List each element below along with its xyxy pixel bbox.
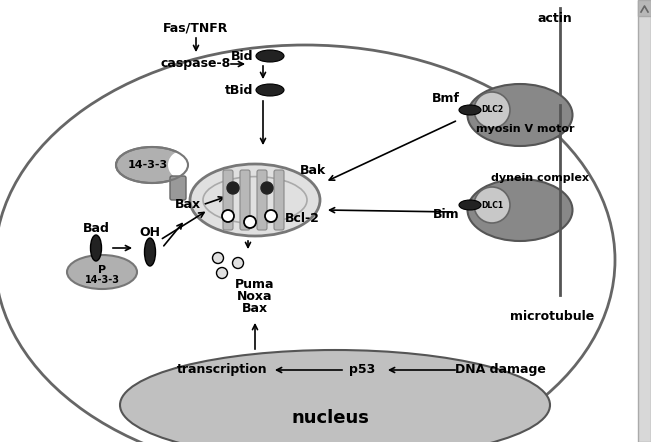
Text: nucleus: nucleus <box>291 409 369 427</box>
Text: OH: OH <box>139 226 161 240</box>
Ellipse shape <box>116 147 188 183</box>
FancyBboxPatch shape <box>274 170 284 230</box>
Text: Bad: Bad <box>83 221 109 235</box>
Text: P: P <box>98 265 106 275</box>
Text: dynein complex: dynein complex <box>491 173 589 183</box>
Text: caspase-8: caspase-8 <box>161 57 231 71</box>
Ellipse shape <box>190 164 320 236</box>
Circle shape <box>265 210 277 222</box>
Circle shape <box>227 182 239 194</box>
Text: Bax: Bax <box>242 302 268 316</box>
Text: Bmf: Bmf <box>432 92 460 106</box>
Text: Bax: Bax <box>175 198 201 212</box>
Text: 14-3-3: 14-3-3 <box>128 160 168 170</box>
FancyBboxPatch shape <box>257 170 267 230</box>
Ellipse shape <box>459 200 481 210</box>
Circle shape <box>168 151 196 179</box>
Circle shape <box>474 187 510 223</box>
Circle shape <box>217 267 227 278</box>
Ellipse shape <box>256 84 284 96</box>
Text: DLC2: DLC2 <box>481 106 503 114</box>
FancyBboxPatch shape <box>638 0 651 16</box>
FancyBboxPatch shape <box>170 176 186 200</box>
Text: 14-3-3: 14-3-3 <box>85 275 120 285</box>
Ellipse shape <box>459 105 481 115</box>
Text: actin: actin <box>538 11 572 24</box>
Ellipse shape <box>145 238 156 266</box>
Text: Noxa: Noxa <box>237 290 273 304</box>
Text: microtubule: microtubule <box>510 309 594 323</box>
Text: Fas/TNFR: Fas/TNFR <box>163 22 229 34</box>
Text: Bim: Bim <box>434 209 460 221</box>
Circle shape <box>232 258 243 268</box>
Text: Bak: Bak <box>300 164 326 176</box>
Text: Bcl-2: Bcl-2 <box>285 212 320 225</box>
Text: myosin V motor: myosin V motor <box>476 124 574 134</box>
Text: DNA damage: DNA damage <box>454 363 546 377</box>
Text: transcription: transcription <box>176 363 268 377</box>
Circle shape <box>474 92 510 128</box>
Ellipse shape <box>67 255 137 289</box>
Text: DLC1: DLC1 <box>481 201 503 210</box>
FancyBboxPatch shape <box>240 170 250 230</box>
Ellipse shape <box>256 50 284 62</box>
FancyBboxPatch shape <box>638 0 651 442</box>
Text: Bid: Bid <box>230 50 253 62</box>
Circle shape <box>261 182 273 194</box>
Circle shape <box>212 252 223 263</box>
Circle shape <box>244 216 256 228</box>
Ellipse shape <box>90 235 102 261</box>
Text: tBid: tBid <box>225 84 253 96</box>
Text: Puma: Puma <box>235 278 275 292</box>
Ellipse shape <box>120 350 550 442</box>
Text: p53: p53 <box>349 363 375 377</box>
FancyBboxPatch shape <box>223 170 233 230</box>
Circle shape <box>222 210 234 222</box>
Ellipse shape <box>467 179 572 241</box>
Ellipse shape <box>467 84 572 146</box>
